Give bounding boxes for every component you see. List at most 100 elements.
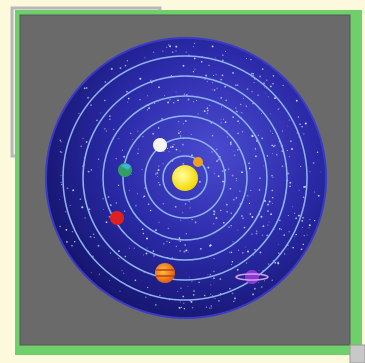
star (252, 293, 255, 296)
star (259, 75, 262, 78)
star (157, 127, 160, 129)
star (225, 203, 228, 206)
star (65, 240, 68, 243)
star (173, 102, 175, 104)
star (227, 136, 229, 138)
star (166, 148, 168, 149)
star (158, 165, 160, 167)
star (109, 204, 112, 206)
star (213, 89, 216, 91)
star (212, 222, 215, 225)
star (303, 234, 306, 237)
star (127, 97, 130, 100)
star (144, 57, 146, 59)
star (98, 273, 100, 275)
star (137, 148, 139, 150)
star (181, 143, 184, 146)
orbit (162, 155, 208, 201)
star (287, 150, 288, 151)
star (278, 228, 281, 230)
star (188, 200, 190, 202)
star (252, 103, 254, 105)
star (104, 99, 106, 102)
star (235, 107, 237, 109)
star (182, 162, 185, 165)
star (123, 155, 126, 158)
star (166, 46, 168, 49)
star (65, 229, 68, 231)
star (194, 221, 197, 224)
star (109, 118, 111, 121)
star (272, 202, 274, 204)
star (260, 215, 263, 218)
star (146, 237, 148, 240)
star (253, 254, 255, 256)
star (118, 257, 120, 260)
star (190, 300, 193, 303)
star (184, 120, 187, 122)
star (302, 243, 305, 246)
star (299, 123, 301, 126)
star (109, 252, 112, 254)
star (61, 151, 63, 153)
star (190, 134, 192, 136)
star (158, 221, 160, 223)
star (184, 244, 186, 246)
star (168, 241, 171, 244)
star (185, 249, 188, 252)
star (252, 73, 254, 75)
star (284, 253, 286, 255)
star (251, 90, 253, 93)
star (200, 61, 203, 63)
star (216, 160, 218, 162)
star (89, 235, 92, 238)
star (254, 155, 257, 158)
star (297, 116, 300, 118)
star (182, 295, 185, 298)
star (251, 134, 254, 137)
star (137, 130, 139, 132)
star (248, 202, 251, 205)
orbit (102, 95, 268, 261)
star (126, 90, 128, 93)
star (163, 95, 166, 97)
star (224, 50, 227, 52)
star (144, 187, 146, 189)
star (220, 209, 222, 212)
star (232, 241, 234, 243)
star (270, 113, 272, 115)
star (123, 272, 125, 274)
star (233, 300, 235, 303)
star (261, 113, 262, 115)
star (156, 172, 159, 174)
star (230, 251, 233, 254)
star (105, 221, 108, 224)
star (224, 85, 227, 88)
star (258, 281, 260, 283)
star (187, 285, 189, 287)
star (141, 228, 144, 231)
star (308, 227, 310, 229)
star (261, 68, 264, 70)
planet-ring (235, 273, 269, 281)
star (119, 290, 121, 292)
star (59, 199, 61, 201)
star (155, 229, 157, 231)
star (115, 158, 117, 160)
star (175, 148, 178, 151)
star (309, 218, 311, 221)
star (218, 299, 220, 302)
star (209, 307, 211, 309)
star (232, 198, 235, 201)
star (175, 91, 177, 93)
star (237, 149, 239, 151)
star (279, 219, 281, 222)
star (238, 249, 240, 251)
star (248, 167, 251, 170)
star (228, 226, 230, 228)
star (300, 249, 302, 251)
star (132, 139, 134, 140)
star (272, 82, 274, 85)
star (212, 277, 215, 280)
star (179, 249, 182, 252)
